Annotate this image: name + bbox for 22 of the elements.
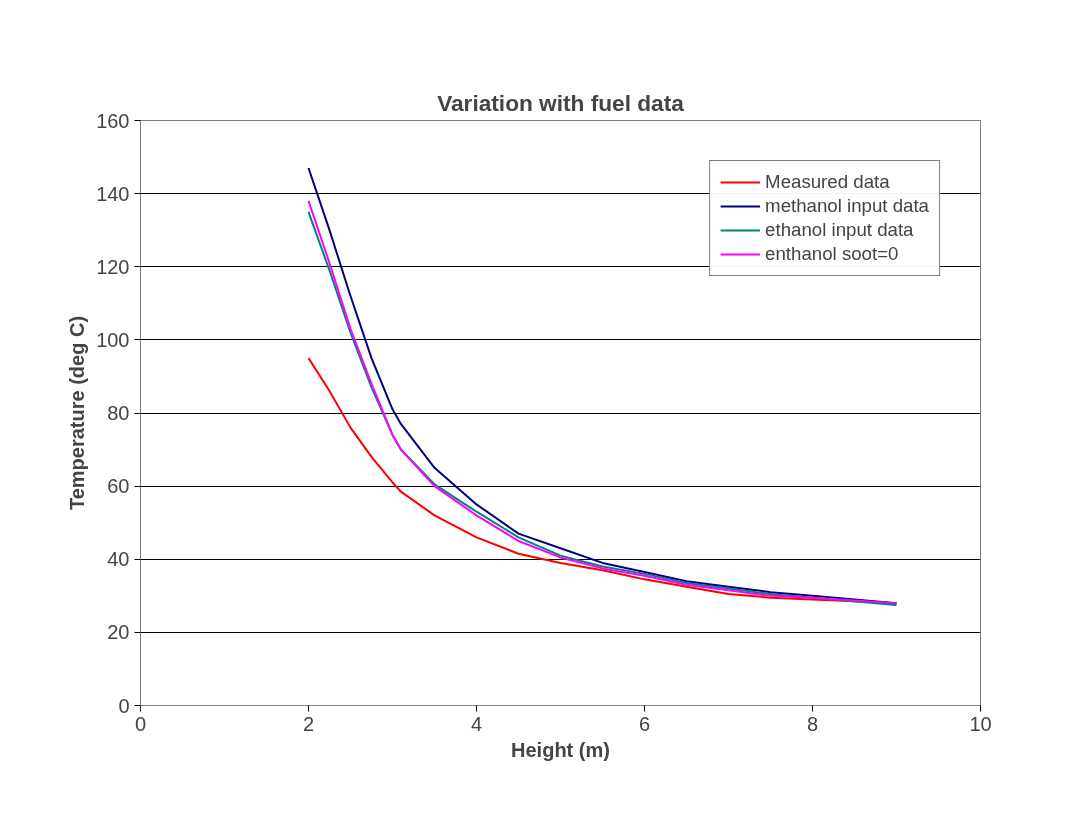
y-tick-label: 140 [96, 182, 130, 205]
y-axis-title: Temperature (deg C) [66, 315, 89, 511]
legend-label: Measured data [765, 171, 890, 193]
legend-label: enthanol soot=0 [765, 243, 899, 265]
chart-title: Variation with fuel data [437, 89, 685, 116]
y-tick-label: 40 [107, 548, 130, 571]
y-tick-label: 160 [96, 109, 130, 132]
y-tick-label: 120 [96, 255, 130, 278]
x-tick-label: 4 [470, 712, 483, 735]
x-tick-label: 8 [806, 712, 819, 735]
y-tick-label: 80 [107, 402, 130, 424]
y-tick-label: 60 [107, 475, 130, 498]
legend-label: methanol input data [765, 195, 929, 217]
legend-label: ethanol input data [765, 219, 914, 241]
x-tick-label: 10 [969, 712, 992, 735]
x-tick-label: 0 [134, 712, 147, 735]
x-tick-label: 2 [302, 712, 315, 735]
y-tick-label: 20 [107, 621, 130, 644]
x-axis-title: Height (m) [511, 738, 610, 761]
y-tick-label: 0 [118, 694, 130, 717]
y-tick-label: 100 [96, 328, 130, 351]
x-tick-label: 6 [638, 712, 651, 735]
